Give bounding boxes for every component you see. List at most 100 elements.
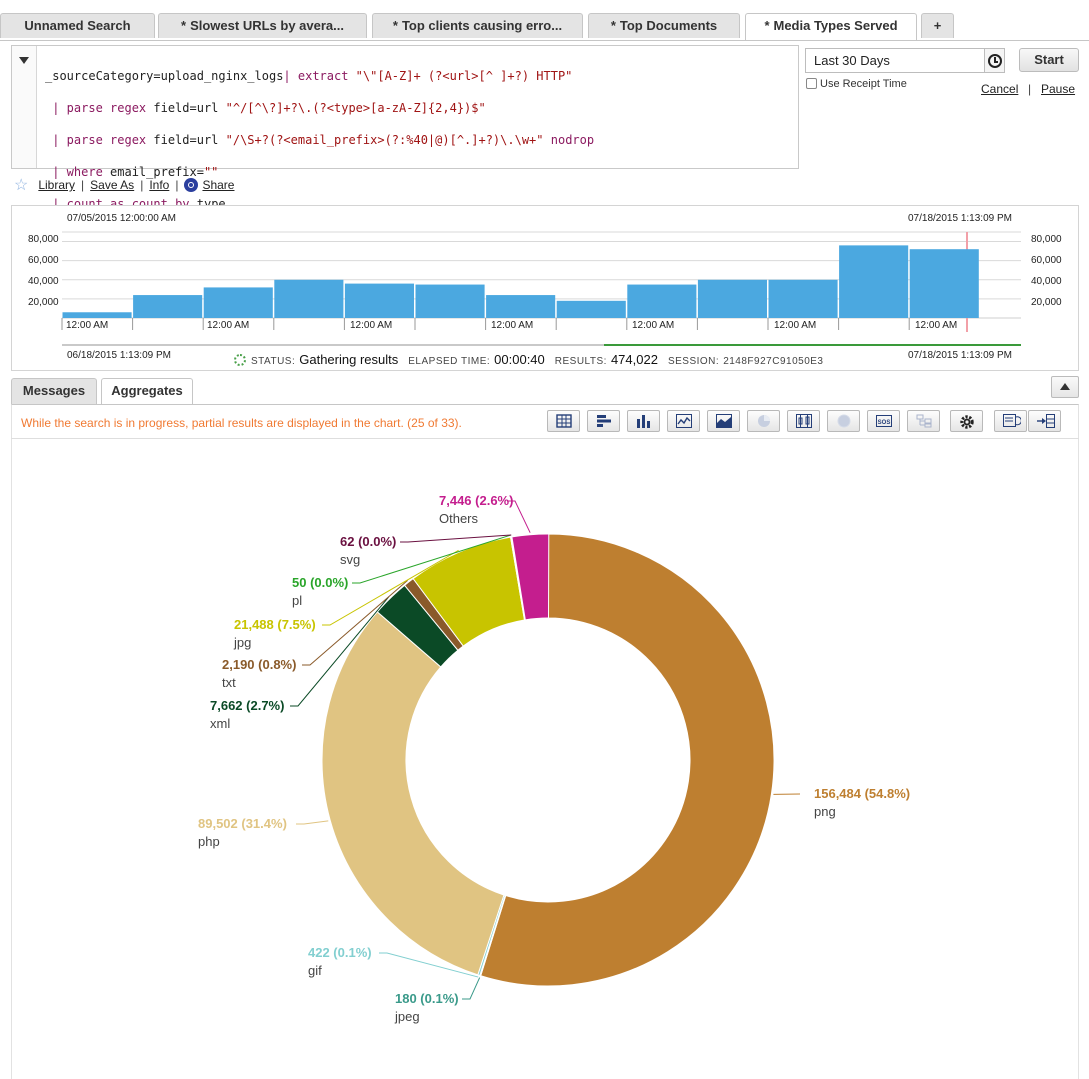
add-to-dashboard-button[interactable] xyxy=(1028,410,1061,432)
slice-value-label: 89,502 (31.4%) xyxy=(198,816,287,831)
tab-label: Media Types Served xyxy=(773,18,898,33)
sos-icon: SOS xyxy=(876,415,892,427)
leader-line xyxy=(302,579,408,666)
tab-aggregates[interactable]: Aggregates xyxy=(101,378,193,405)
y-tick-label: 60,000 xyxy=(28,255,59,266)
tab-messages[interactable]: Messages xyxy=(11,378,97,404)
histogram-bar xyxy=(768,279,838,318)
area-chart-button[interactable] xyxy=(707,410,740,432)
slice-value-label: 180 (0.1%) xyxy=(395,991,459,1006)
search-status-bar: STATUS: Gathering results ELAPSED TIME: 00:… xyxy=(234,352,828,367)
session-value: 2148F927C91050E3 xyxy=(723,356,824,367)
histogram-bar xyxy=(627,284,697,318)
query-gutter xyxy=(12,46,37,168)
slice-value-label: 7,662 (2.7%) xyxy=(210,698,284,713)
y-tick-label-right: 60,000 xyxy=(1031,255,1062,266)
collapse-query-icon[interactable] xyxy=(19,57,29,64)
cancel-link[interactable]: Cancel xyxy=(981,82,1019,96)
leader-line xyxy=(322,549,459,626)
leader-line xyxy=(379,952,479,978)
status-key: STATUS: xyxy=(251,356,296,367)
favorite-star-icon[interactable]: ☆ xyxy=(14,177,29,194)
tab-media-types-served[interactable]: * Media Types Served xyxy=(745,13,917,41)
column-chart-button[interactable] xyxy=(627,410,660,432)
histogram-start-date: 07/05/2015 12:00:00 AM xyxy=(67,213,176,224)
slice-value-label: 62 (0.0%) xyxy=(340,534,396,549)
x-tick-label: 12:00 AM xyxy=(66,320,109,331)
library-toolbar: ☆ Library | Save As | Info | Share xyxy=(14,175,235,194)
search-tab-bar: Unnamed Search * Slowest URLs by avera...… xyxy=(0,0,1089,41)
share-icon[interactable] xyxy=(184,178,199,192)
histogram-bar xyxy=(697,279,767,318)
slice-name-label: pl xyxy=(292,593,302,608)
slice-png xyxy=(480,533,775,987)
tab-top-clients[interactable]: * Top clients causing erro... xyxy=(372,13,583,38)
slice-name-label: png xyxy=(814,804,836,819)
line-chart-button[interactable] xyxy=(667,410,700,432)
library-link[interactable]: Library xyxy=(38,178,76,192)
box-plot-button[interactable] xyxy=(787,410,820,432)
share-link[interactable]: Share xyxy=(202,178,235,192)
slice-value-label: 2,190 (0.8%) xyxy=(222,657,296,672)
svg-text:SOS: SOS xyxy=(878,420,891,426)
x-tick-label: 12:00 AM xyxy=(774,320,817,331)
range-end-date: 07/18/2015 1:13:09 PM xyxy=(908,350,1012,361)
elapsed-value: 00:00:40 xyxy=(494,352,545,367)
slice-name-label: php xyxy=(198,834,220,849)
elapsed-key: ELAPSED TIME: xyxy=(408,356,491,367)
query-editor[interactable]: _sourceCategory=upload_nginx_logs| extra… xyxy=(11,45,799,211)
query-line: | parse regex field=url "/\S+?(?<email_p… xyxy=(45,133,595,147)
export-button[interactable] xyxy=(994,410,1027,432)
sos-button[interactable]: SOS xyxy=(867,410,900,432)
leader-line xyxy=(462,977,481,1000)
bar-chart-button[interactable] xyxy=(587,410,620,432)
y-tick-label: 20,000 xyxy=(28,297,59,308)
histogram-bar xyxy=(415,284,485,318)
histogram-bar xyxy=(133,295,203,318)
time-range-input[interactable]: Last 30 Days xyxy=(805,48,1004,73)
tab-label: Unnamed Search xyxy=(24,18,131,33)
tab-label: Top clients causing erro... xyxy=(401,18,563,33)
time-range-value: Last 30 Days xyxy=(814,53,890,68)
query-line: | parse regex field=url "^/[^\?]+?\.(?<t… xyxy=(45,101,486,115)
new-tab-button[interactable]: + xyxy=(921,13,954,38)
pause-link[interactable]: Pause xyxy=(1041,82,1076,96)
settings-button[interactable] xyxy=(950,410,983,432)
time-picker-button[interactable] xyxy=(984,48,1005,73)
query-line: | where email_prefix="" xyxy=(45,165,219,179)
slice-name-label: gif xyxy=(308,963,322,978)
pie-chart-button[interactable] xyxy=(747,410,780,432)
session-key: SESSION: xyxy=(667,356,720,367)
save-as-link[interactable]: Save As xyxy=(90,178,135,192)
map-button[interactable] xyxy=(827,410,860,432)
slice-name-label: svg xyxy=(340,552,360,567)
loading-spinner-icon xyxy=(234,354,246,366)
tab-slowest-urls[interactable]: * Slowest URLs by avera... xyxy=(158,13,367,38)
slice-value-label: 156,484 (54.8%) xyxy=(814,786,910,801)
y-tick-label-right: 20,000 xyxy=(1031,297,1062,308)
unsaved-star: * xyxy=(392,18,398,33)
slice-value-label: 50 (0.0%) xyxy=(292,575,348,590)
slice-name-label: jpeg xyxy=(394,1009,420,1024)
slice-value-label: 7,446 (2.6%) xyxy=(439,493,513,508)
histogram-bar xyxy=(486,295,556,318)
info-link[interactable]: Info xyxy=(149,178,170,192)
table-view-button[interactable] xyxy=(547,410,580,432)
start-button[interactable]: Start xyxy=(1019,48,1079,72)
histogram-end-date: 07/18/2015 1:13:09 PM xyxy=(908,213,1012,224)
results-key: RESULTS: xyxy=(554,356,607,367)
collapse-up-button[interactable] xyxy=(1051,376,1079,398)
separator: | xyxy=(81,178,85,192)
tree-button[interactable] xyxy=(907,410,940,432)
tab-unnamed-search[interactable]: Unnamed Search xyxy=(0,13,155,38)
clock-icon xyxy=(988,54,1002,68)
slice-name-label: jpg xyxy=(233,635,251,650)
add-to-dashboard-icon xyxy=(1037,414,1055,428)
receipt-time-checkbox[interactable] xyxy=(806,78,817,89)
slice-value-label: 422 (0.1%) xyxy=(308,945,372,960)
tab-divider xyxy=(0,40,1089,41)
histogram-bar xyxy=(274,279,344,318)
use-receipt-time-option[interactable]: Use Receipt Time xyxy=(806,78,907,90)
tab-top-documents[interactable]: * Top Documents xyxy=(588,13,740,38)
